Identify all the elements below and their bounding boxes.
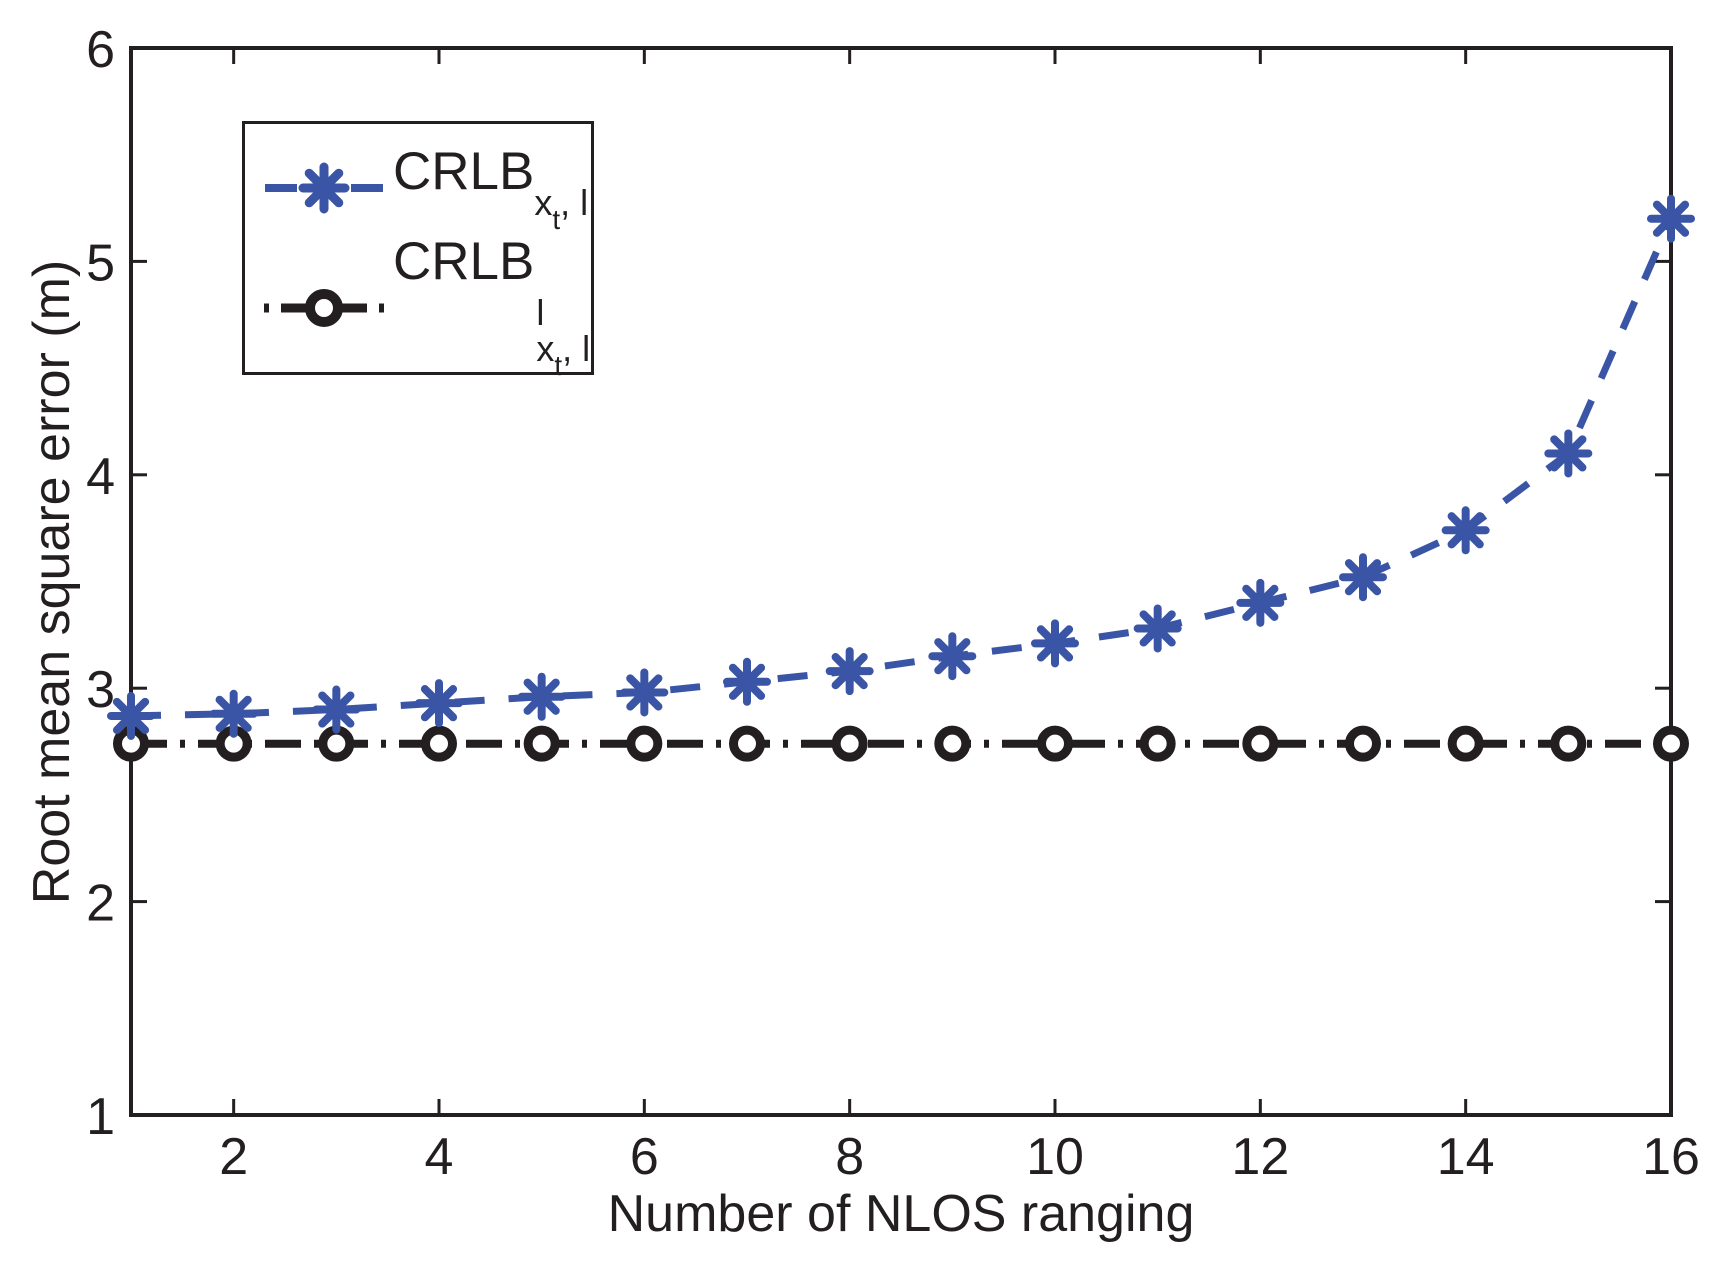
circle-marker-icon	[831, 725, 868, 762]
circle-marker-icon	[626, 725, 663, 762]
legend-item-crlb-dashed: CRLBxt, l	[245, 129, 591, 247]
x-tick-label: 4	[425, 1128, 454, 1186]
series-crlb-dashdot	[113, 725, 1689, 762]
circle-marker-icon	[523, 725, 560, 762]
x-tick-label: 8	[835, 1128, 864, 1186]
asterisk-marker-icon	[312, 685, 361, 734]
legend-item-crlb-dashdot: CRLB l xt, l	[245, 232, 591, 381]
y-tick-label: 5	[86, 234, 115, 292]
y-tick-label: 1	[86, 1088, 115, 1146]
asterisk-marker-icon	[415, 679, 463, 728]
y-tick-label: 3	[86, 661, 115, 719]
y-tick-label: 4	[86, 448, 115, 506]
asterisk-marker-icon	[1544, 429, 1593, 478]
asterisk-marker-icon	[1236, 578, 1285, 627]
x-tick-label: 2	[219, 1128, 248, 1186]
legend-sample-dashed-asterisk-icon	[265, 162, 383, 214]
x-tick-label: 6	[630, 1128, 659, 1186]
y-tick-label: 2	[86, 875, 115, 933]
legend-sample-dashdot-circle-icon	[264, 289, 384, 327]
x-tick-label: 16	[1642, 1128, 1700, 1186]
circle-marker-icon	[934, 725, 971, 762]
circle-marker-icon	[421, 725, 457, 762]
y-tick-label: 6	[86, 21, 115, 79]
legend-label-crlb-dashed: CRLBxt, l	[393, 141, 589, 235]
asterisk-marker-icon	[620, 668, 669, 717]
asterisk-marker-icon	[1647, 194, 1695, 243]
circle-marker-icon	[1037, 725, 1073, 762]
circle-marker-icon	[1550, 725, 1587, 762]
circle-marker-icon	[729, 725, 765, 762]
x-tick-label: 12	[1231, 1128, 1289, 1186]
asterisk-marker-icon	[928, 632, 977, 681]
circle-marker-icon	[318, 725, 355, 762]
legend-label-crlb-dashdot: CRLB l xt, l	[393, 232, 591, 381]
circle-marker-icon	[1139, 725, 1176, 762]
asterisk-marker-icon	[209, 689, 258, 738]
circle-marker-icon	[1447, 725, 1484, 762]
x-axis-ticks	[232, 48, 1673, 1115]
x-axis-label: Number of NLOS ranging	[607, 1185, 1195, 1243]
x-tick-labels: 2 4 6 8 10 12 14 16	[219, 1128, 1700, 1186]
circle-marker-icon	[1242, 725, 1279, 762]
asterisk-marker-icon	[1031, 619, 1079, 668]
asterisk-marker-icon	[1339, 553, 1387, 602]
x-tick-label: 10	[1026, 1128, 1084, 1186]
y-axis-label: Root mean square error (m)	[23, 259, 81, 905]
y-tick-labels: 1 2 3 4 5 6	[86, 21, 115, 1146]
asterisk-marker-icon	[723, 657, 771, 706]
circle-marker-icon	[1653, 725, 1689, 762]
series-crlb-dashed	[107, 194, 1695, 740]
asterisk-marker-icon	[1441, 506, 1490, 555]
asterisk-marker-icon	[825, 647, 874, 696]
asterisk-marker-icon	[107, 691, 155, 740]
axes-frame	[129, 46, 1673, 1117]
series-line	[130, 217, 1675, 720]
x-tick-label: 14	[1437, 1128, 1495, 1186]
asterisk-marker-icon	[1133, 604, 1182, 653]
circle-marker-icon	[1345, 725, 1381, 762]
legend: CRLBxt, l CRLB l xt, l	[242, 121, 594, 381]
asterisk-marker-icon	[517, 672, 566, 721]
y-axis-ticks	[131, 46, 1671, 1117]
